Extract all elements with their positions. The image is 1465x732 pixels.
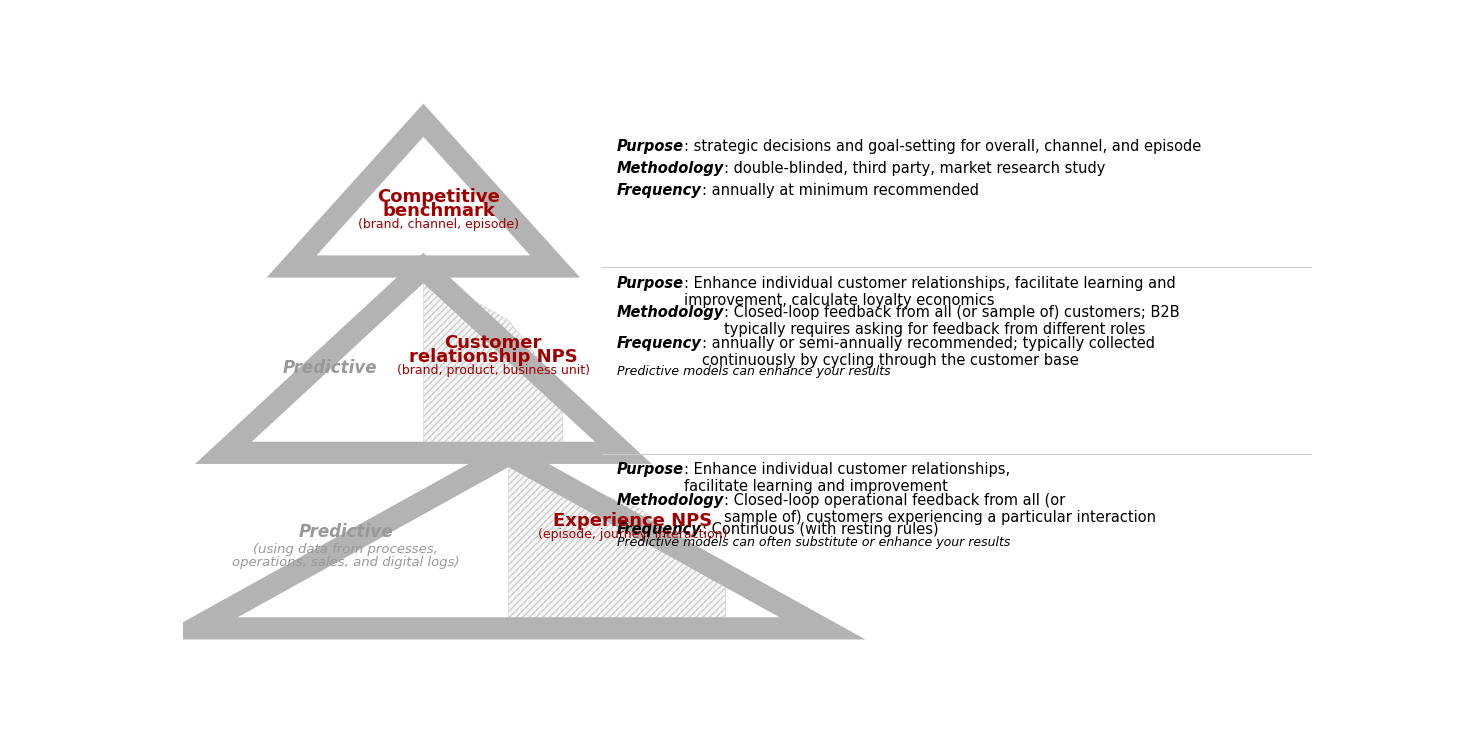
Text: Methodology: Methodology [617, 493, 724, 508]
Text: : Enhance individual customer relationships,
facilitate learning and improvement: : Enhance individual customer relationsh… [684, 462, 1011, 494]
Text: Predictive models can often substitute or enhance your results: Predictive models can often substitute o… [617, 536, 1011, 549]
Text: Frequency: Frequency [617, 182, 702, 198]
Text: Experience NPS: Experience NPS [552, 512, 712, 529]
Text: : Continuous (with resting rules): : Continuous (with resting rules) [702, 522, 939, 537]
Text: benchmark: benchmark [382, 202, 495, 220]
Text: Customer: Customer [444, 335, 542, 353]
Text: : annually or semi-annually recommended; typically collected
continuously by cyc: : annually or semi-annually recommended;… [702, 336, 1154, 368]
Text: Frequency: Frequency [617, 336, 702, 351]
Text: (episode, journey, interaction): (episode, journey, interaction) [538, 528, 727, 541]
Polygon shape [423, 272, 563, 447]
Text: Methodology: Methodology [617, 305, 724, 320]
Text: Predictive models can enhance your results: Predictive models can enhance your resul… [617, 365, 891, 378]
Text: Competitive: Competitive [378, 188, 501, 206]
Text: : double-blinded, third party, market research study: : double-blinded, third party, market re… [724, 161, 1106, 176]
Text: (brand, channel, episode): (brand, channel, episode) [359, 217, 520, 231]
Polygon shape [508, 459, 725, 622]
Text: (brand, product, business unit): (brand, product, business unit) [397, 364, 589, 377]
Text: Predictive: Predictive [283, 359, 378, 377]
Text: Purpose: Purpose [617, 276, 684, 291]
Text: operations, sales, and digital logs): operations, sales, and digital logs) [231, 556, 460, 569]
Text: : Enhance individual customer relationships, facilitate learning and
improvement: : Enhance individual customer relationsh… [684, 276, 1176, 308]
Text: : annually at minimum recommended: : annually at minimum recommended [702, 182, 979, 198]
Text: Purpose: Purpose [617, 139, 684, 154]
Text: : Closed-loop feedback from all (or sample of) customers; B2B
typically requires: : Closed-loop feedback from all (or samp… [724, 305, 1179, 337]
Text: : strategic decisions and goal-setting for overall, channel, and episode: : strategic decisions and goal-setting f… [684, 139, 1201, 154]
Text: relationship NPS: relationship NPS [409, 348, 577, 366]
Text: Purpose: Purpose [617, 462, 684, 477]
Text: : Closed-loop operational feedback from all (or
sample of) customers experiencin: : Closed-loop operational feedback from … [724, 493, 1156, 526]
Text: Predictive: Predictive [299, 523, 393, 541]
Text: Frequency: Frequency [617, 522, 702, 537]
Text: (using data from processes,: (using data from processes, [253, 542, 438, 556]
Text: Methodology: Methodology [617, 161, 724, 176]
